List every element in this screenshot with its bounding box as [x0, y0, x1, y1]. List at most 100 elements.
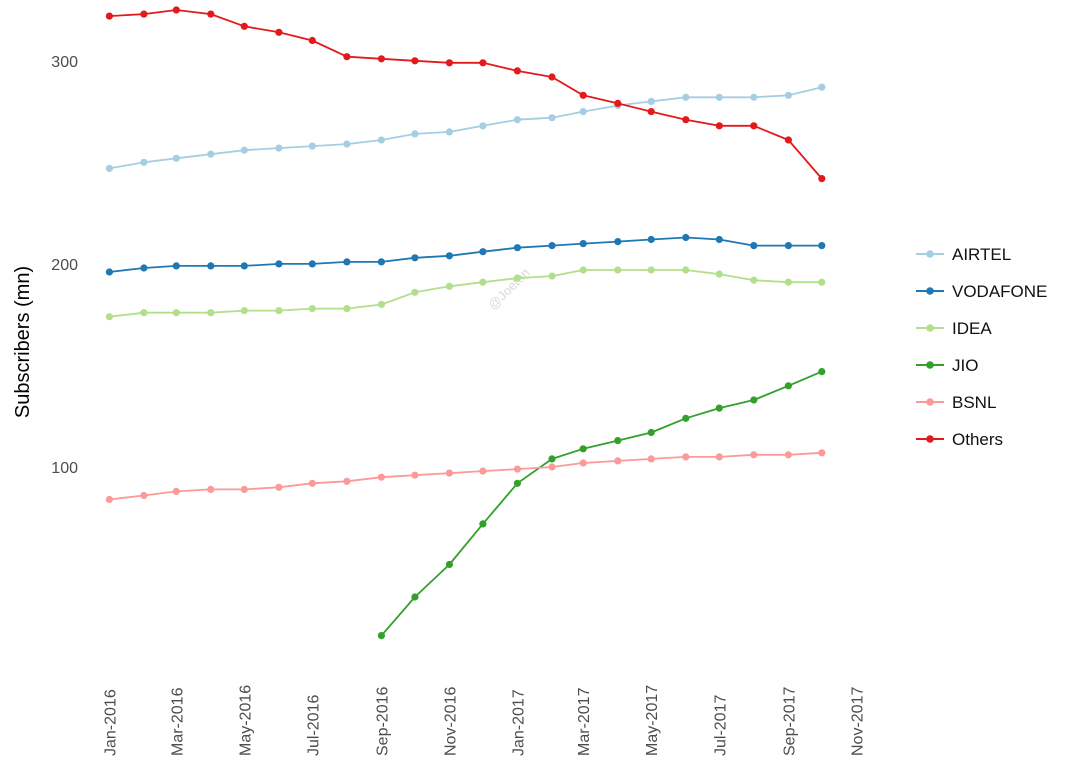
data-point-idea [784, 278, 793, 286]
data-point-airtel [207, 150, 215, 158]
data-point-idea [818, 278, 826, 286]
watermark-text: @Joeton [485, 265, 533, 313]
data-point-jio [513, 479, 522, 487]
data-point-jio [548, 455, 556, 463]
data-point-idea [343, 305, 351, 313]
data-point-others [275, 28, 283, 36]
legend-label: VODAFONE [952, 282, 1047, 301]
y-tick-label: 100 [51, 460, 78, 477]
data-point-idea [240, 307, 248, 315]
data-point-bsnl [445, 469, 453, 477]
x-tick-label: Sep-2016 [374, 687, 391, 756]
data-point-vodafone [275, 260, 283, 268]
legend-item-idea: IDEA [916, 319, 992, 338]
legend-item-others: Others [916, 430, 1003, 449]
data-point-jio [614, 437, 622, 445]
data-point-vodafone [377, 258, 385, 266]
data-point-bsnl [411, 471, 419, 479]
data-point-vodafone [614, 238, 622, 246]
data-point-idea [750, 276, 758, 284]
data-point-others [445, 59, 453, 67]
data-point-others [479, 59, 487, 67]
series-line-vodafone [109, 236, 822, 273]
data-point-idea [105, 313, 113, 321]
legend-label: AIRTEL [952, 245, 1011, 264]
data-point-airtel [411, 130, 419, 138]
legend-swatch-dot [926, 250, 934, 258]
x-tick-label: May-2017 [644, 685, 661, 756]
data-point-airtel [818, 83, 826, 91]
data-point-idea [479, 278, 487, 286]
data-point-vodafone [479, 248, 487, 256]
series-jio [377, 368, 826, 640]
data-point-idea [275, 307, 283, 315]
data-point-airtel [715, 93, 723, 101]
data-point-others [682, 116, 690, 124]
data-point-vodafone [784, 242, 793, 250]
data-point-airtel [513, 116, 522, 124]
data-point-airtel [682, 93, 690, 101]
data-point-vodafone [445, 252, 453, 260]
series-airtel [105, 83, 826, 172]
series-bsnl [105, 449, 826, 504]
legend-label: Others [952, 430, 1003, 449]
y-tick-label: 200 [51, 257, 78, 274]
data-point-others [411, 57, 419, 65]
data-point-airtel [275, 144, 283, 152]
data-point-idea [445, 282, 453, 290]
legend-swatch-dot [926, 287, 934, 295]
data-point-airtel [784, 91, 793, 99]
legend-swatch-dot [926, 361, 934, 369]
data-point-others [343, 53, 351, 61]
data-point-airtel [240, 146, 248, 154]
data-point-jio [818, 368, 826, 376]
data-point-vodafone [750, 242, 758, 250]
data-point-others [647, 108, 655, 116]
x-tick-label: Mar-2017 [576, 687, 593, 756]
series-line-airtel [109, 86, 823, 170]
series-layer [105, 6, 826, 640]
data-point-airtel [750, 93, 758, 101]
data-point-idea [377, 300, 385, 309]
data-point-others [240, 22, 248, 30]
data-point-idea [172, 309, 180, 317]
data-point-airtel [172, 154, 180, 162]
legend-item-airtel: AIRTEL [916, 245, 1011, 264]
data-point-others [579, 91, 587, 99]
data-point-idea [647, 266, 655, 274]
data-point-jio [784, 382, 793, 390]
data-point-bsnl [479, 467, 487, 475]
data-point-airtel [343, 140, 351, 148]
x-tick-label: Sep-2017 [781, 687, 798, 756]
data-point-bsnl [377, 473, 385, 481]
data-point-bsnl [308, 479, 316, 487]
legend-label: BSNL [952, 393, 996, 412]
series-vodafone [105, 233, 826, 276]
data-point-airtel [140, 158, 148, 166]
data-point-bsnl [275, 483, 283, 491]
data-point-vodafone [682, 233, 690, 242]
x-tick-label: Nov-2016 [442, 687, 459, 756]
data-point-others [715, 122, 723, 130]
data-point-airtel [308, 142, 316, 150]
data-point-bsnl [682, 453, 690, 461]
data-point-idea [513, 274, 522, 282]
data-point-idea [579, 266, 587, 274]
data-point-jio [682, 414, 690, 422]
data-point-bsnl [750, 451, 758, 459]
data-point-vodafone [105, 268, 113, 276]
data-point-vodafone [715, 235, 723, 244]
data-point-vodafone [172, 262, 180, 270]
data-point-vodafone [513, 244, 522, 252]
x-tick-label: Jan-2016 [102, 689, 119, 756]
data-point-bsnl [579, 459, 587, 467]
data-point-airtel [105, 164, 113, 172]
data-point-bsnl [647, 455, 655, 463]
legend-swatch-dot [926, 398, 934, 406]
data-point-others [308, 36, 316, 45]
data-point-bsnl [818, 449, 826, 457]
x-tick-label: Mar-2016 [169, 687, 186, 756]
data-point-bsnl [548, 463, 556, 471]
x-tick-label: Jan-2017 [510, 689, 527, 756]
data-point-bsnl [172, 487, 180, 495]
